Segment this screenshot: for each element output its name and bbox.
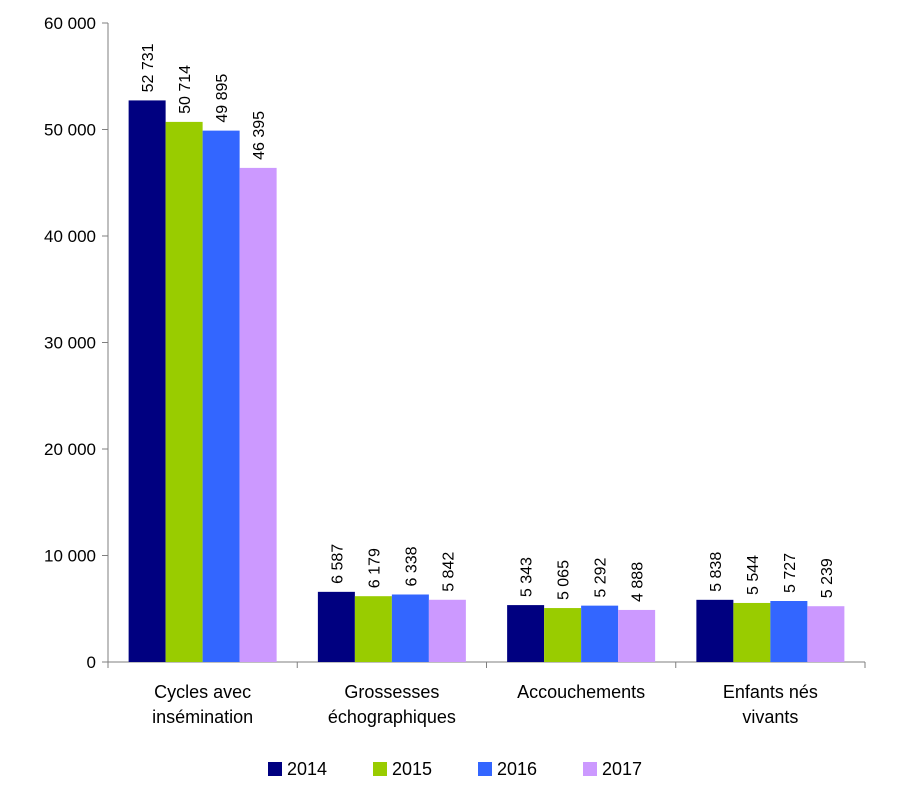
category-label: Cycles avec — [154, 682, 251, 702]
bar-2017-0 — [239, 167, 277, 662]
bar-2014-0 — [128, 100, 166, 662]
legend-swatch-2017 — [583, 762, 597, 776]
data-label: 5 239 — [819, 558, 836, 598]
bar-2017-3 — [807, 606, 845, 662]
data-label: 5 292 — [593, 557, 610, 597]
y-tick-label: 30 000 — [44, 334, 96, 353]
data-label: 50 714 — [177, 65, 194, 114]
bar-2014-2 — [507, 605, 545, 662]
y-tick-label: 0 — [87, 653, 96, 672]
data-label: 52 731 — [140, 43, 157, 92]
data-label: 5 842 — [440, 552, 457, 592]
legend-label: 2016 — [497, 759, 537, 779]
y-tick-label: 60 000 — [44, 14, 96, 33]
data-label: 6 587 — [329, 544, 346, 584]
data-label: 5 343 — [519, 557, 536, 597]
bar-2015-0 — [165, 121, 203, 663]
category-label: Accouchements — [517, 682, 645, 702]
y-tick-label: 20 000 — [44, 440, 96, 459]
category-label: insémination — [152, 707, 253, 727]
category-label: échographiques — [328, 707, 456, 727]
bar-2014-3 — [696, 599, 734, 662]
bar-2017-2 — [618, 609, 656, 662]
data-label: 6 338 — [403, 546, 420, 586]
data-label: 46 395 — [251, 111, 268, 160]
data-label: 5 727 — [782, 553, 799, 593]
category-label: Grossesses — [344, 682, 439, 702]
data-label: 4 888 — [630, 562, 647, 602]
bar-2016-3 — [770, 601, 808, 662]
y-tick-label: 40 000 — [44, 227, 96, 246]
category-label: vivants — [742, 707, 798, 727]
bar-2016-1 — [391, 594, 429, 662]
legend-label: 2017 — [602, 759, 642, 779]
y-tick-label: 10 000 — [44, 547, 96, 566]
bar-2017-1 — [428, 599, 466, 662]
data-labels: 52 731 6 587 5 343 5 838 50 714 6 179 5 065 5 5… — [140, 43, 836, 602]
data-label: 6 179 — [366, 548, 383, 588]
bar-2015-3 — [733, 602, 771, 662]
bar-2015-1 — [354, 596, 392, 662]
bar-2016-2 — [581, 605, 619, 662]
bars — [128, 100, 845, 663]
bar-2016-0 — [202, 130, 240, 662]
category-label: Enfants nés — [723, 682, 818, 702]
legend: 2014 2015 2016 2017 — [268, 759, 642, 779]
bar-2015-2 — [544, 608, 582, 662]
category-labels: Cycles avec insémination Grossesses échogra… — [152, 682, 818, 727]
data-label: 5 065 — [556, 560, 573, 600]
legend-label: 2015 — [392, 759, 432, 779]
legend-label: 2014 — [287, 759, 327, 779]
data-label: 5 838 — [708, 552, 725, 592]
legend-swatch-2016 — [478, 762, 492, 776]
data-label: 49 895 — [214, 74, 231, 123]
bar-2014-1 — [317, 591, 355, 662]
y-tick-label: 50 000 — [44, 121, 96, 140]
axes: 0 10 000 20 000 30 000 40 000 50 000 60 000 — [44, 14, 866, 672]
legend-swatch-2014 — [268, 762, 282, 776]
data-label: 5 544 — [745, 555, 762, 595]
legend-swatch-2015 — [373, 762, 387, 776]
